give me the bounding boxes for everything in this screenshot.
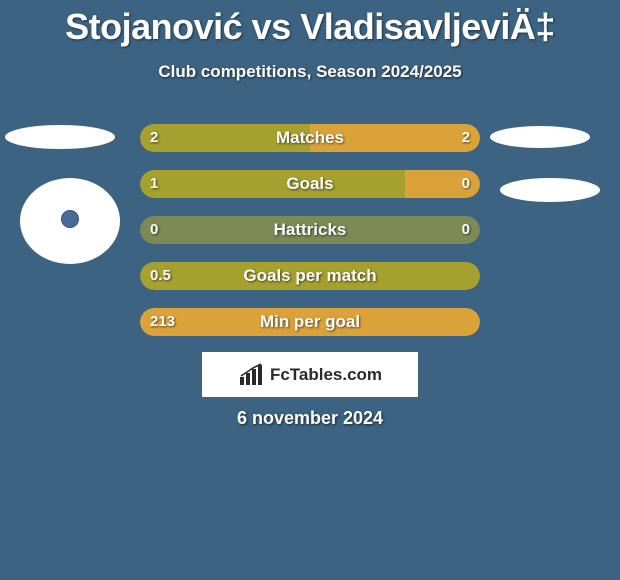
- stat-row: Goals per match0.5: [140, 262, 480, 290]
- stat-value-left: 213: [150, 308, 175, 336]
- page-title: Stojanović vs VladisavljeviÄ‡: [0, 0, 620, 48]
- brand-text: FcTables.com: [270, 365, 382, 385]
- stat-value-left: 0.5: [150, 262, 171, 290]
- stat-value-right: 2: [462, 124, 470, 152]
- stat-value-right: 0: [462, 216, 470, 244]
- date-text: 6 november 2024: [0, 408, 620, 429]
- stat-value-left: 2: [150, 124, 158, 152]
- stat-value-right: 0: [462, 170, 470, 198]
- stat-label: Goals: [140, 170, 480, 198]
- brand-icon: [238, 363, 268, 387]
- stat-label: Matches: [140, 124, 480, 152]
- subtitle: Club competitions, Season 2024/2025: [0, 62, 620, 82]
- stat-label: Goals per match: [140, 262, 480, 290]
- placeholder-ellipse: [490, 126, 590, 148]
- stat-row: Hattricks0 0: [140, 216, 480, 244]
- placeholder-ellipse: [61, 210, 79, 228]
- placeholder-ellipse: [5, 125, 115, 149]
- stat-row: Goals1 0: [140, 170, 480, 198]
- comparison-bars: Matches22Goals10Hattricks00Goals per mat…: [140, 124, 480, 354]
- stat-label: Min per goal: [140, 308, 480, 336]
- stat-label: Hattricks: [140, 216, 480, 244]
- stat-value-left: 1: [150, 170, 158, 198]
- brand-badge: FcTables.com: [202, 352, 418, 397]
- stat-row: Min per goal213: [140, 308, 480, 336]
- stat-value-left: 0: [150, 216, 158, 244]
- stat-row: Matches2 2: [140, 124, 480, 152]
- root: Stojanović vs VladisavljeviÄ‡ Club compe…: [0, 0, 620, 580]
- placeholder-ellipse: [500, 178, 600, 202]
